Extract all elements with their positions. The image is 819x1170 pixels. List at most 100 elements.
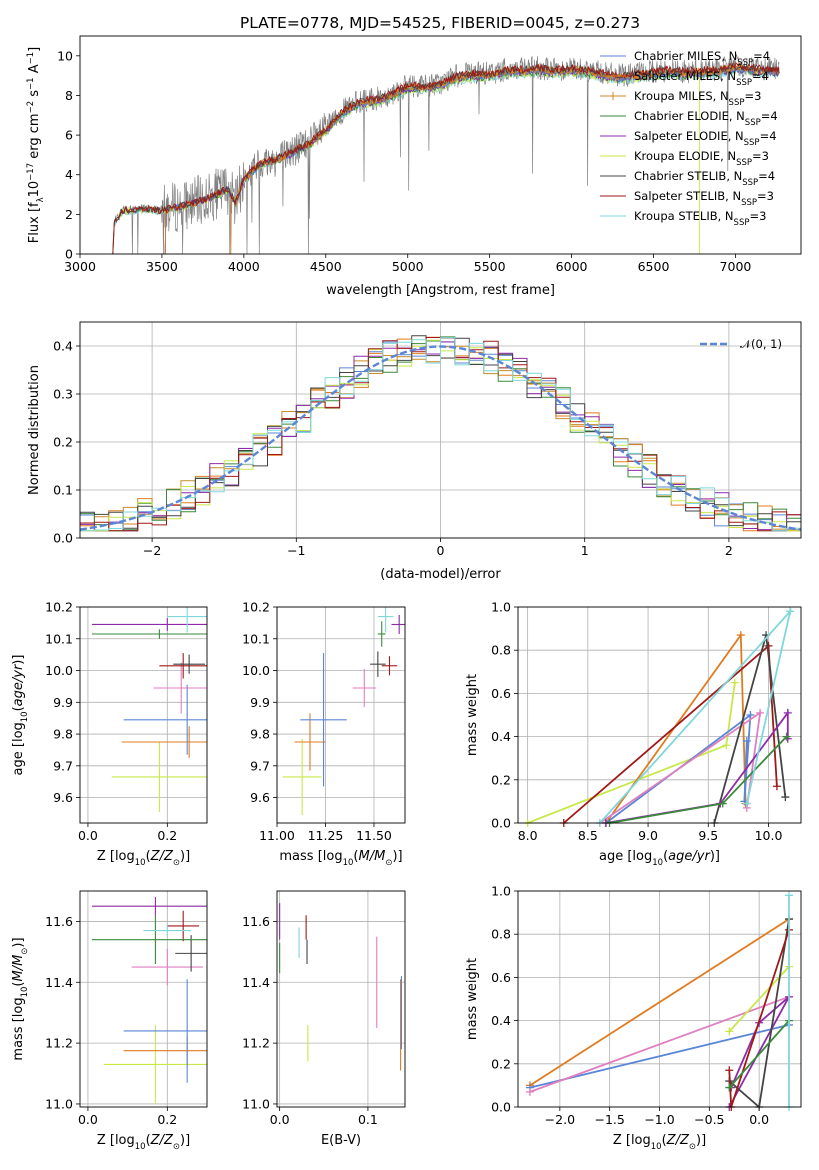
weight-point-marker bbox=[725, 1027, 734, 1036]
x-tick-label: 0.0 bbox=[78, 828, 98, 843]
y-tick-label: 0 bbox=[65, 247, 73, 262]
label-part: Kroupa STELIB, N bbox=[634, 209, 734, 223]
axes-frame bbox=[276, 606, 406, 824]
x-tick-label: 0.2 bbox=[157, 1112, 177, 1127]
y-tick-label: 1.0 bbox=[491, 884, 511, 899]
y-tick-label: 9.7 bbox=[53, 758, 73, 773]
gaussian-curve bbox=[80, 345, 801, 531]
weight-series-line bbox=[529, 1024, 790, 1089]
x-tick-label: 7000 bbox=[720, 259, 752, 274]
y-tick-label: 11.0 bbox=[45, 1096, 73, 1111]
x-tick-label: 4500 bbox=[310, 259, 342, 274]
label-part: )] bbox=[11, 937, 26, 947]
y-tick-label: 0.2 bbox=[491, 1056, 511, 1071]
x-tick-label: 8.5 bbox=[578, 828, 598, 843]
legend-label: Salpeter ELODIE, NSSP=4 bbox=[634, 129, 777, 148]
y-axis-label: Flux [fλ10−17 erg cm−2 s−1 A−1] bbox=[26, 47, 46, 243]
x-tick-label: 0 bbox=[437, 543, 445, 558]
mass_vs_Z-panel: 0.0 0.211.011.211.411.6Z [log10(Z/Z⊙)]mas… bbox=[11, 890, 208, 1152]
x-tick-label: 0.0 bbox=[749, 1112, 769, 1127]
label-part: Z/Z bbox=[666, 1133, 690, 1148]
x-tick-label: 11.00 bbox=[259, 828, 295, 843]
label-part: 10 bbox=[135, 858, 146, 868]
residual-steps bbox=[80, 335, 801, 532]
y-tick-label: 10.0 bbox=[45, 663, 73, 678]
y-axis-label: mass weight bbox=[465, 958, 480, 1040]
label-part: M/M bbox=[359, 849, 386, 864]
x-tick-label: 11.50 bbox=[356, 828, 392, 843]
label-part: SSP bbox=[745, 118, 761, 128]
model-fit-line bbox=[112, 61, 780, 254]
model-fit-line bbox=[112, 68, 700, 254]
label-part: Z/Z bbox=[150, 849, 174, 864]
y-tick-label: 0.3 bbox=[53, 387, 73, 402]
x-axis-label: age [log10(age/yr)] bbox=[599, 849, 720, 868]
label-part: =4 bbox=[752, 69, 769, 83]
age_vs_mass-panel: 11.00 11.25 11.50 9.6 9.7 9.8 9.9 10.0 10.1 10.2 m… bbox=[242, 600, 406, 868]
label-part: Chabrier MILES, N bbox=[634, 49, 737, 63]
label-part: A bbox=[27, 64, 42, 77]
y-tick-label: 9.9 bbox=[250, 695, 270, 710]
label-part: SSP bbox=[741, 198, 757, 208]
weight-point-marker bbox=[742, 736, 751, 745]
y-tick-label: 11.4 bbox=[45, 975, 73, 990]
label-part: =3 bbox=[744, 89, 761, 103]
x-tick-label: 4000 bbox=[228, 259, 260, 274]
legend-label: Salpeter STELIB, NSSP=3 bbox=[634, 189, 774, 208]
label-part: ⊙ bbox=[173, 858, 180, 868]
label-part: 10 bbox=[651, 1142, 662, 1152]
label-part: =3 bbox=[757, 189, 774, 203]
label-part: =3 bbox=[749, 209, 766, 223]
x-tick-label: 1 bbox=[581, 543, 589, 558]
weight-series-line bbox=[728, 1020, 790, 1089]
weight-point-marker bbox=[736, 631, 745, 640]
y-tick-label: 0.0 bbox=[491, 816, 511, 831]
age_vs_Z-panel: 0.0 0.29.69.79.89.910.010.110.2Z [log10(Z… bbox=[11, 600, 208, 868]
x-tick-label: −1.0 bbox=[644, 1112, 674, 1127]
weight-point-marker bbox=[783, 708, 792, 717]
y-tick-label: 10.0 bbox=[242, 663, 270, 678]
label-part: −1 bbox=[26, 77, 36, 90]
axes-frame bbox=[79, 321, 802, 539]
label-part: 10 bbox=[20, 987, 30, 998]
x-axis-label: wavelength [Angstrom, rest frame] bbox=[326, 283, 555, 298]
residuals-panel: −2 −1 0 1 2 0.0 0.1 0.2 0.3 0.4 𝒩(0, 1) (data-model… bbox=[27, 321, 802, 582]
label-part: SSP bbox=[742, 178, 758, 188]
label-part: −1 bbox=[26, 52, 36, 65]
x-tick-label: −1.5 bbox=[594, 1112, 624, 1127]
y-tick-label: 0.4 bbox=[53, 339, 73, 354]
x-axis-label: Z [log10(Z/Z⊙)] bbox=[97, 1133, 190, 1152]
x-tick-label: 6000 bbox=[556, 259, 588, 274]
label-part: E(B-V) bbox=[321, 1133, 361, 1148]
y-tick-label: 0.8 bbox=[491, 927, 511, 942]
legend-label: Kroupa MILES, NSSP=3 bbox=[634, 89, 761, 108]
y-tick-label: 10 bbox=[57, 48, 73, 63]
legend-label: Chabrier MILES, NSSP=4 bbox=[634, 49, 770, 68]
y-tick-label: 9.6 bbox=[53, 790, 73, 805]
weight_vs_age-panel: 8.0 8.5 9.0 9.5 10.0 0.0 0.2 0.4 0.6 0.8 1.0 age [l… bbox=[465, 600, 802, 868]
y-tick-label: 0.6 bbox=[491, 686, 511, 701]
weight-series-line bbox=[599, 608, 792, 824]
x-tick-label: 0.2 bbox=[157, 828, 177, 843]
y-tick-label: 11.2 bbox=[45, 1036, 73, 1051]
label-part: SSP bbox=[744, 138, 760, 148]
weight-point-marker bbox=[718, 799, 727, 808]
x-tick-label: 6500 bbox=[638, 259, 670, 274]
label-part: Kroupa ELODIE, N bbox=[634, 149, 736, 163]
label-part: ⊙ bbox=[385, 858, 392, 868]
weight-point-marker bbox=[785, 891, 794, 900]
errorbars bbox=[279, 903, 403, 1071]
weight-series-line bbox=[605, 710, 789, 824]
x-tick-label: −0.5 bbox=[694, 1112, 724, 1127]
label-part: ⊙ bbox=[20, 948, 30, 955]
label-part: SSP bbox=[737, 58, 753, 68]
weight_vs_Z-panel: −2.0 −1.5 −1.0 −0.5 0.0 0.0 0.2 0.4 0.6 0.8 1.0 Z [… bbox=[465, 884, 802, 1152]
x-tick-label: −1 bbox=[287, 543, 305, 558]
y-axis-label: mass weight bbox=[465, 674, 480, 756]
axes-frame bbox=[276, 890, 406, 1108]
weight-point-marker bbox=[525, 1087, 534, 1096]
y-tick-label: 1.0 bbox=[491, 600, 511, 615]
label-part: =3 bbox=[752, 149, 769, 163]
y-tick-label: 0.2 bbox=[53, 435, 73, 450]
